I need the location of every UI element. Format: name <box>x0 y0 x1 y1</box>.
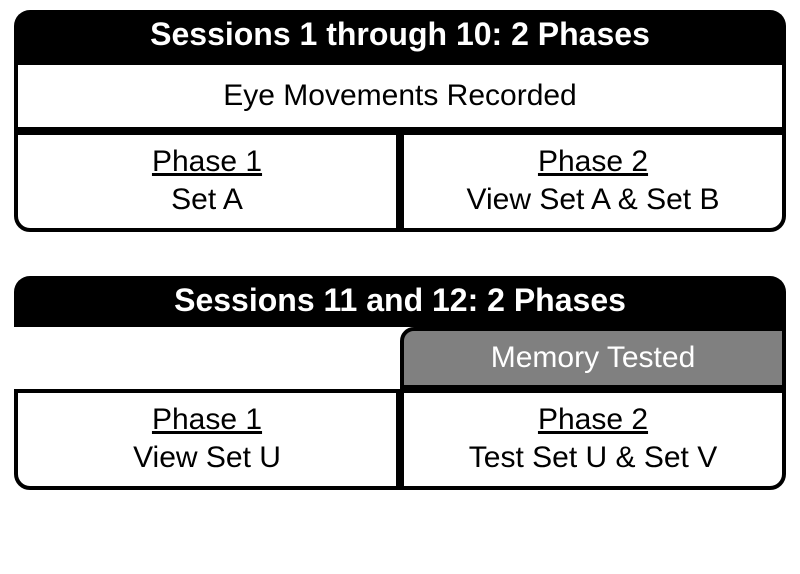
sessions-11-12-block: Sessions 11 and 12: 2 Phases Memory Test… <box>14 276 786 490</box>
block2-phase1-title: Phase 1 <box>18 401 396 439</box>
block2-header: Sessions 11 and 12: 2 Phases <box>14 276 786 327</box>
sessions-1-10-block: Sessions 1 through 10: 2 Phases Eye Move… <box>14 10 786 232</box>
block1-phase2-title: Phase 2 <box>404 143 782 181</box>
block2-phase2-body: Test Set U & Set V <box>404 439 782 477</box>
block1-header: Sessions 1 through 10: 2 Phases <box>14 10 786 61</box>
block2-phase1-cell: Phase 1 View Set U <box>14 389 400 490</box>
block1-phase1-title: Phase 1 <box>18 143 396 181</box>
block1-phase1-body: Set A <box>18 181 396 219</box>
block2-phase-row: Phase 1 View Set U Phase 2 Test Set U & … <box>14 389 786 490</box>
block1-phase-row: Phase 1 Set A Phase 2 View Set A & Set B <box>14 131 786 232</box>
block2-phase2-title: Phase 2 <box>404 401 782 439</box>
block-gap <box>14 232 786 276</box>
block1-phase2-body: View Set A & Set B <box>404 181 782 219</box>
block2-phase2-cell: Phase 2 Test Set U & Set V <box>400 389 786 490</box>
block1-phase1-cell: Phase 1 Set A <box>14 131 400 232</box>
memory-row-gap <box>14 327 400 389</box>
memory-tested-cell: Memory Tested <box>400 327 786 389</box>
block1-phase2-cell: Phase 2 View Set A & Set B <box>400 131 786 232</box>
memory-row: Memory Tested <box>14 327 786 389</box>
eye-movements-banner: Eye Movements Recorded <box>14 61 786 131</box>
block2-phase1-body: View Set U <box>18 439 396 477</box>
